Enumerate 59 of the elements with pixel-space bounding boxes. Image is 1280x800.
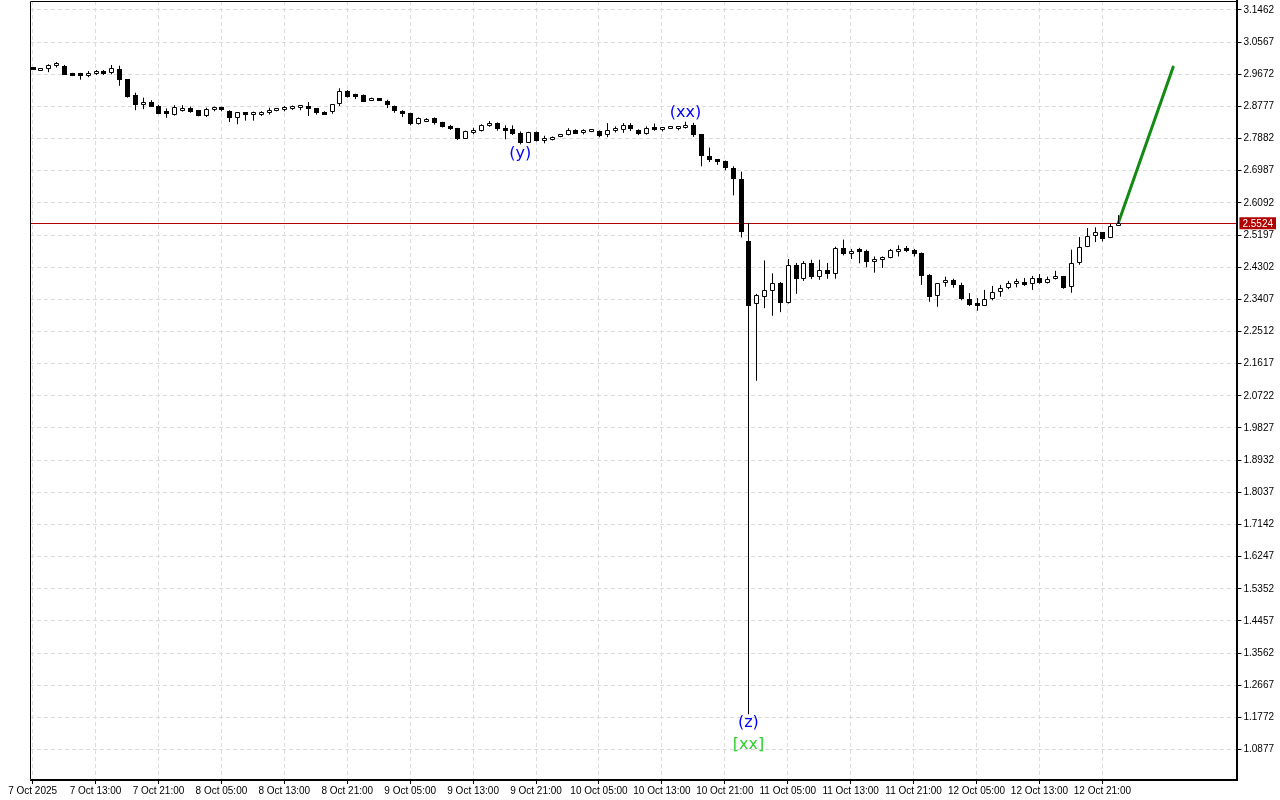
x-tick-label: 12 Oct 13:00 <box>1010 784 1069 796</box>
candlestick <box>786 258 791 305</box>
y-tick-label: 2.7882 <box>1243 132 1275 144</box>
candlestick <box>801 260 806 282</box>
y-tick-label: 1.1772 <box>1243 711 1275 723</box>
candlestick <box>770 272 775 317</box>
candlestick <box>817 259 822 281</box>
x-tick-label: 8 Oct 21:00 <box>321 784 374 796</box>
x-tick-label: 7 Oct 13:00 <box>69 784 122 796</box>
ref-line-label: 2.5524 <box>1242 217 1274 229</box>
candlestick <box>935 282 940 308</box>
x-tick-label: 9 Oct 21:00 <box>510 784 563 796</box>
candlestick <box>1085 227 1090 248</box>
y-tick-label: 2.6987 <box>1243 164 1275 176</box>
y-tick-label: 1.4457 <box>1243 614 1275 626</box>
y-tick-label: 1.8037 <box>1243 486 1275 498</box>
candlestick <box>1077 236 1082 266</box>
y-tick-label: 1.9827 <box>1243 421 1275 433</box>
y-tick-label: 3.0567 <box>1243 35 1275 47</box>
candlestick <box>746 222 751 715</box>
x-tick-label: 8 Oct 05:00 <box>195 784 248 796</box>
candlestick <box>1069 249 1074 294</box>
x-tick-label: 7 Oct 2025 <box>8 784 58 796</box>
x-tick-label: 10 Oct 05:00 <box>570 784 629 796</box>
y-tick-label: 2.6092 <box>1243 196 1275 208</box>
annotation: (y) <box>509 142 532 162</box>
x-tick-label: 12 Oct 21:00 <box>1073 784 1132 796</box>
x-tick-label: 10 Oct 21:00 <box>696 784 754 796</box>
annotation: [xx] <box>732 734 765 754</box>
x-tick-label: 8 Oct 13:00 <box>258 784 311 796</box>
x-tick-label: 9 Oct 05:00 <box>384 784 437 796</box>
x-tick-label: 11 Oct 05:00 <box>759 784 817 796</box>
x-tick-label: 12 Oct 05:00 <box>947 784 1006 796</box>
x-tick-label: 11 Oct 13:00 <box>822 784 880 796</box>
x-tick-label: 10 Oct 13:00 <box>633 784 691 796</box>
y-tick-label: 2.3407 <box>1243 293 1275 305</box>
y-tick-label: 2.2512 <box>1243 325 1275 337</box>
y-tick-label: 2.9672 <box>1243 67 1275 79</box>
annotation: (z) <box>737 712 759 732</box>
candlestick <box>833 246 838 280</box>
y-tick-label: 1.6247 <box>1243 550 1275 562</box>
candlestick <box>754 293 759 382</box>
y-tick-label: 2.0722 <box>1243 389 1275 401</box>
y-tick-label: 1.8932 <box>1243 453 1275 465</box>
x-tick-label: 9 Oct 13:00 <box>447 784 500 796</box>
candlestick <box>762 259 767 309</box>
annotation: (xx) <box>669 101 702 121</box>
y-tick-label: 2.1617 <box>1243 357 1275 369</box>
y-tick-label: 1.7142 <box>1243 518 1275 530</box>
y-tick-label: 1.0877 <box>1243 743 1275 755</box>
x-tick-label: 7 Oct 21:00 <box>132 784 185 796</box>
y-tick-label: 1.5352 <box>1243 582 1275 594</box>
y-tick-label: 2.5197 <box>1243 228 1275 240</box>
y-tick-label: 1.2667 <box>1243 679 1275 690</box>
x-tick-label: 11 Oct 21:00 <box>885 784 943 796</box>
y-tick-label: 3.1462 <box>1243 3 1275 15</box>
y-tick-label: 2.8777 <box>1243 100 1275 112</box>
y-tick-label: 1.3562 <box>1243 646 1275 658</box>
y-tick-label: 2.4302 <box>1243 260 1275 272</box>
